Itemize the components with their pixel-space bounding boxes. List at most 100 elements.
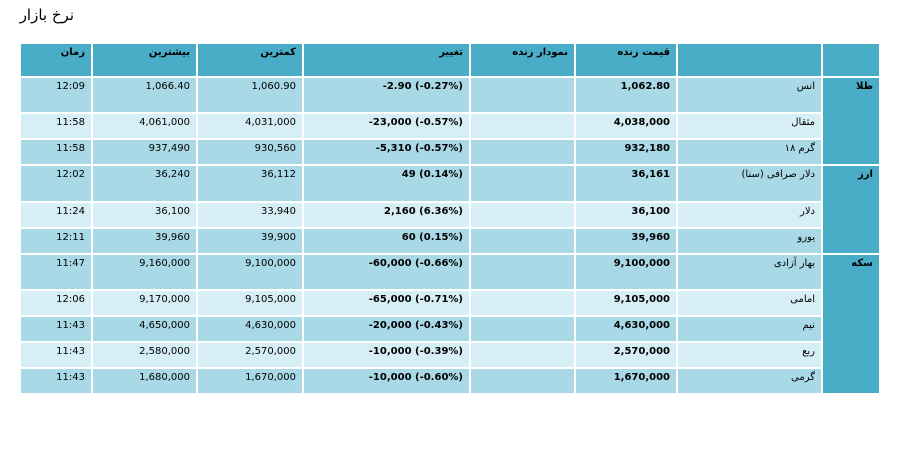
cell-live-price: 1,062.80 [575,77,677,113]
cell-change-text: -10,000 (-0.60%) [368,372,463,383]
cell-low: 36,112 [197,165,303,202]
cell-high-text: 1,680,000 [139,372,190,383]
cell-change: 49 (0.14%) [303,165,470,202]
cell-live-price-text: 39,960 [631,232,670,243]
cell-time: 12:02 [20,165,92,202]
cell-chart [470,290,575,316]
cell-item: یورو [677,228,822,254]
cell-low: 2,570,000 [197,342,303,368]
cell-low-text: 9,105,000 [245,294,296,305]
cell-time-text: 11:47 [56,258,85,269]
cell-chart [470,165,575,202]
cell-time: 11:43 [20,368,92,394]
cell-time: 11:58 [20,113,92,139]
cell-chart [470,254,575,290]
cell-live-price-text: 1,062.80 [620,81,670,92]
header-live-price: قیمت زنده [575,43,677,77]
cell-time: 12:11 [20,228,92,254]
cell-low: 4,630,000 [197,316,303,342]
cell-chart [470,368,575,394]
cell-item: گرم ۱۸ [677,139,822,165]
cell-low-text: 4,630,000 [245,320,296,331]
cell-item: بهار آزادی [677,254,822,290]
cell-live-price: 4,630,000 [575,316,677,342]
cell-high-text: 9,170,000 [139,294,190,305]
group-label: طلا [822,77,880,165]
cell-time: 11:43 [20,316,92,342]
cell-low-text: 930,560 [254,143,296,154]
cell-chart [470,77,575,113]
cell-item: نیم [677,316,822,342]
cell-high: 937,490 [92,139,197,165]
cell-live-price-text: 2,570,000 [613,346,670,357]
cell-time: 12:06 [20,290,92,316]
header-live-chart-text: نمودار زنده [512,47,568,58]
cell-time: 11:58 [20,139,92,165]
header-change-text: تغییر [439,47,463,58]
cell-high-text: 36,240 [155,169,190,180]
cell-item-text: دلار [800,206,815,217]
cell-time-text: 11:58 [56,143,85,154]
cell-live-price: 1,670,000 [575,368,677,394]
cell-live-price-text: 4,038,000 [613,117,670,128]
header-low-text: کمترین [260,47,296,58]
cell-item-text: انس [796,81,815,92]
cell-high: 36,100 [92,202,197,228]
cell-item-text: مثقال [791,117,815,128]
cell-item: دلار [677,202,822,228]
cell-live-price-text: 4,630,000 [613,320,670,331]
cell-high: 9,160,000 [92,254,197,290]
header-change: تغییر [303,43,470,77]
cell-live-price-text: 36,161 [631,169,670,180]
cell-low: 33,940 [197,202,303,228]
cell-time-text: 11:43 [56,346,85,357]
header-live-price-text: قیمت زنده [617,47,670,58]
cell-low-text: 1,060.90 [251,81,296,92]
cell-high: 1,680,000 [92,368,197,394]
cell-high: 4,061,000 [92,113,197,139]
cell-high-text: 36,100 [155,206,190,217]
cell-low-text: 36,112 [261,169,296,180]
group-label: سکه [822,254,880,394]
cell-low: 1,060.90 [197,77,303,113]
cell-high-text: 937,490 [148,143,190,154]
cell-change-text: -10,000 (-0.39%) [368,346,463,357]
cell-live-price: 39,960 [575,228,677,254]
cell-high: 4,650,000 [92,316,197,342]
group-label-text: سکه [851,258,873,269]
cell-time: 11:47 [20,254,92,290]
cell-item: دلار صرافی (سنا) [677,165,822,202]
cell-live-price: 36,161 [575,165,677,202]
cell-change: -20,000 (-0.43%) [303,316,470,342]
cell-high-text: 39,960 [155,232,190,243]
cell-live-price-text: 9,105,000 [613,294,670,305]
cell-live-price-text: 1,670,000 [613,372,670,383]
cell-live-price: 4,038,000 [575,113,677,139]
group-label: ارز [822,165,880,254]
cell-time-text: 12:09 [56,81,85,92]
cell-change-text: 2,160 (6.36%) [384,206,463,217]
header-item [677,43,822,77]
cell-chart [470,139,575,165]
cell-item: انس [677,77,822,113]
cell-high: 1,066.40 [92,77,197,113]
cell-live-price: 2,570,000 [575,342,677,368]
cell-live-price-text: 36,100 [631,206,670,217]
cell-change-text: 60 (0.15%) [401,232,463,243]
cell-low: 1,670,000 [197,368,303,394]
header-high: بیشترین [92,43,197,77]
cell-high-text: 4,061,000 [139,117,190,128]
cell-change-text: -5,310 (-0.57%) [375,143,463,154]
cell-change-text: -65,000 (-0.71%) [368,294,463,305]
cell-live-price: 932,180 [575,139,677,165]
cell-live-price-text: 932,180 [624,143,670,154]
cell-change: -2.90 (-0.27%) [303,77,470,113]
cell-low: 39,900 [197,228,303,254]
cell-low-text: 1,670,000 [245,372,296,383]
cell-live-price-text: 9,100,000 [613,258,670,269]
header-low: کمترین [197,43,303,77]
cell-time-text: 11:58 [56,117,85,128]
cell-low-text: 9,100,000 [245,258,296,269]
header-group [822,43,880,77]
cell-change: 2,160 (6.36%) [303,202,470,228]
